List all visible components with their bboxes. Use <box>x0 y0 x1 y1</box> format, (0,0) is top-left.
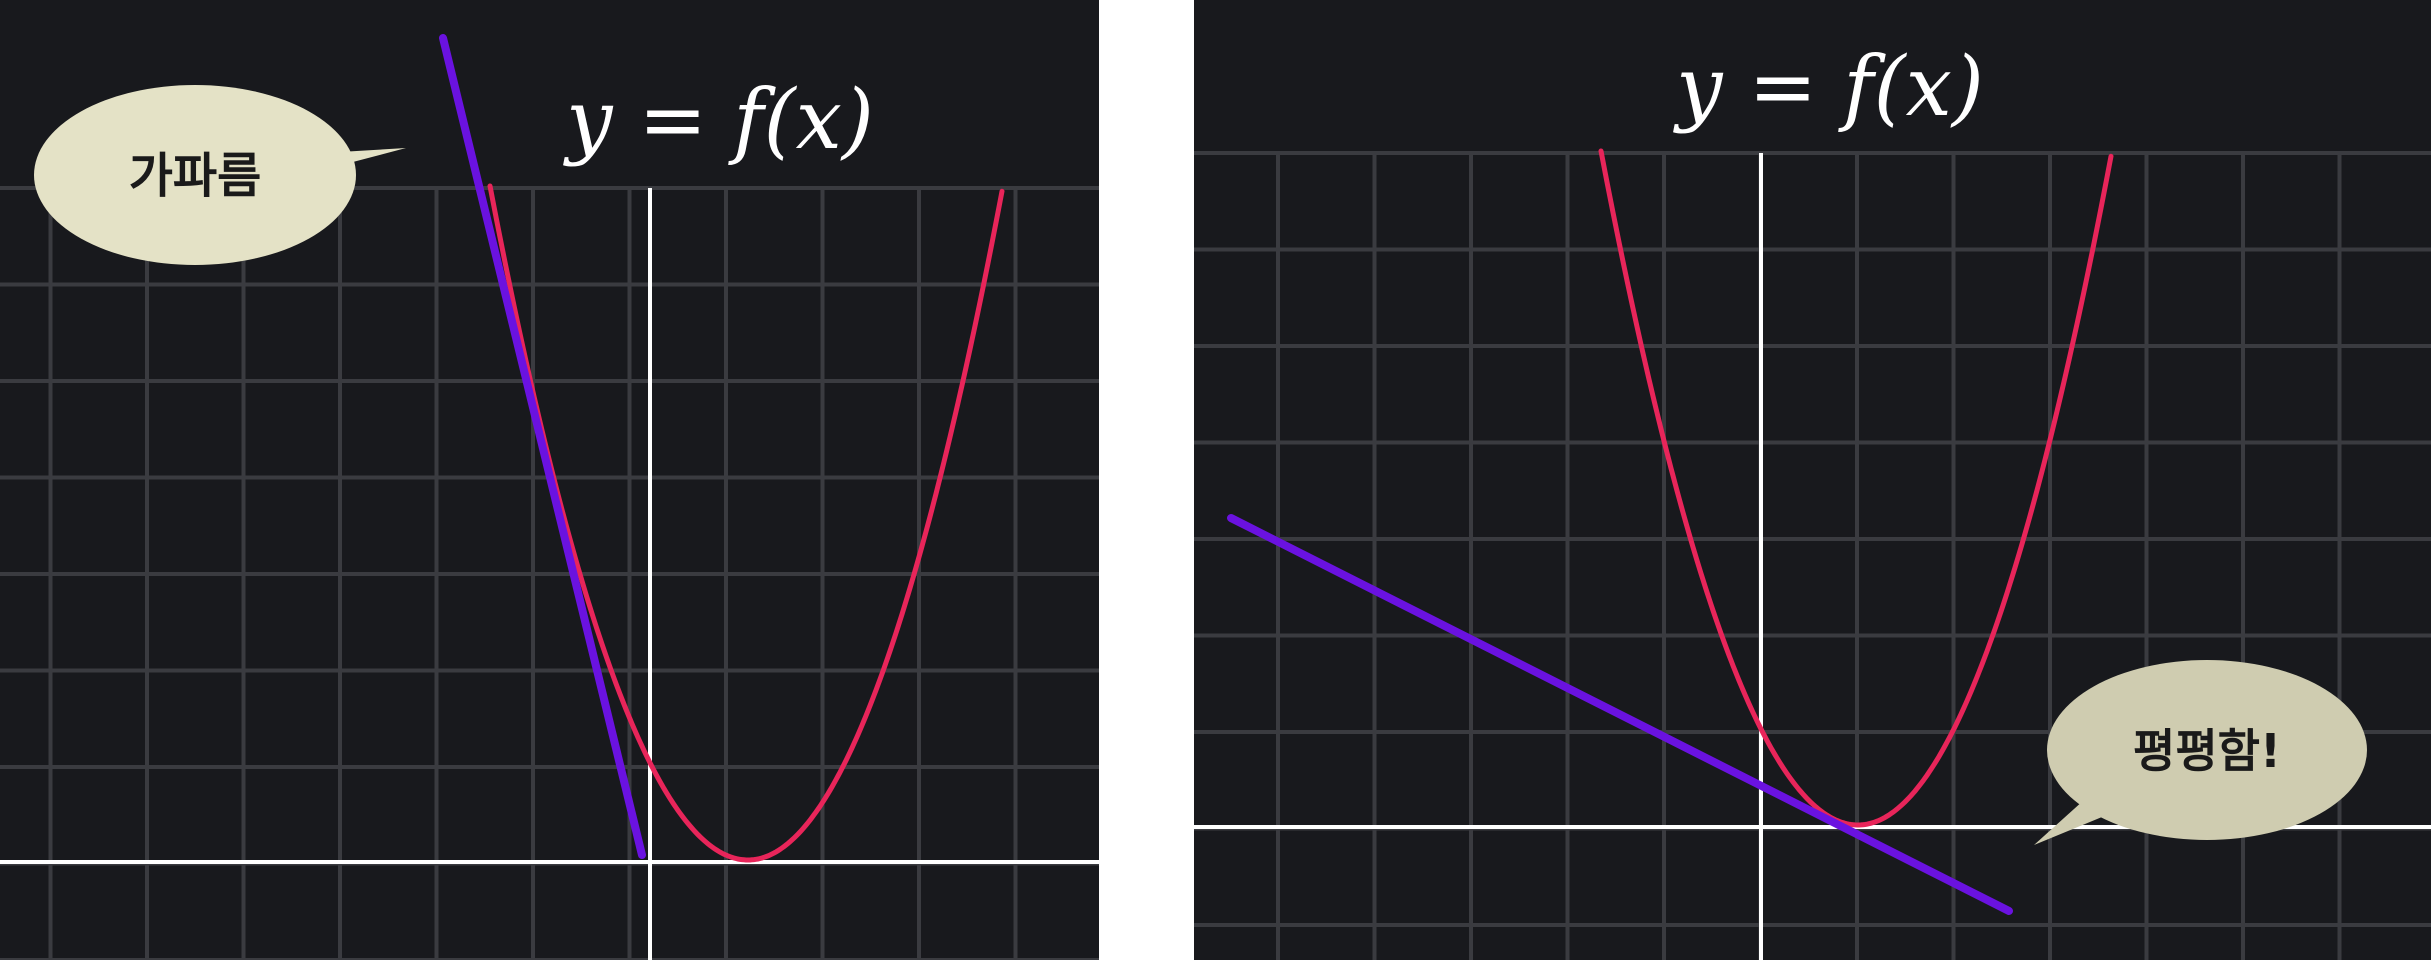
right-speech-bubble: 평평함! <box>2034 660 2367 845</box>
right-bubble-label: 평평함! <box>2133 724 2281 778</box>
right-tangent-line <box>1227 514 2013 915</box>
left-panel: y = f(x) 가파름 <box>0 0 1099 960</box>
right-panel: y = f(x) 평평함! <box>1194 0 2431 960</box>
left-grid <box>0 186 1099 960</box>
left-equation: y = f(x) <box>562 73 874 168</box>
left-tangent-line <box>439 34 646 859</box>
right-diagram: y = f(x) 평평함! <box>1194 40 2431 960</box>
right-parabola-curve <box>1598 148 2114 828</box>
left-diagram: y = f(x) 가파름 <box>0 34 1099 960</box>
right-equation: y = f(x) <box>1672 40 1984 135</box>
left-speech-bubble: 가파름 <box>34 85 406 265</box>
left-parabola-curve <box>487 183 1005 863</box>
left-bubble-label: 가파름 <box>129 148 261 204</box>
right-grid <box>1194 151 2431 960</box>
